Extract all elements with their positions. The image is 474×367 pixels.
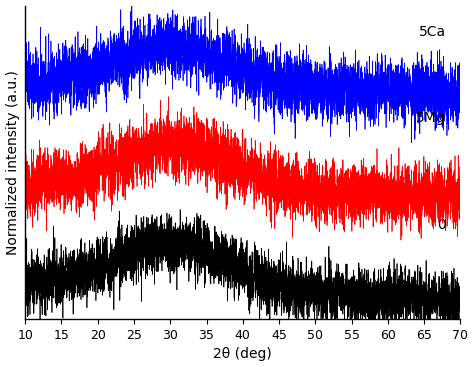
Y-axis label: Normalized intensity (a.u.): Normalized intensity (a.u.) — [6, 70, 19, 255]
Text: 5Ca: 5Ca — [419, 25, 446, 39]
X-axis label: 2θ (deg): 2θ (deg) — [213, 348, 272, 361]
Text: 0: 0 — [437, 218, 446, 232]
Text: 5Mg: 5Mg — [416, 111, 446, 125]
